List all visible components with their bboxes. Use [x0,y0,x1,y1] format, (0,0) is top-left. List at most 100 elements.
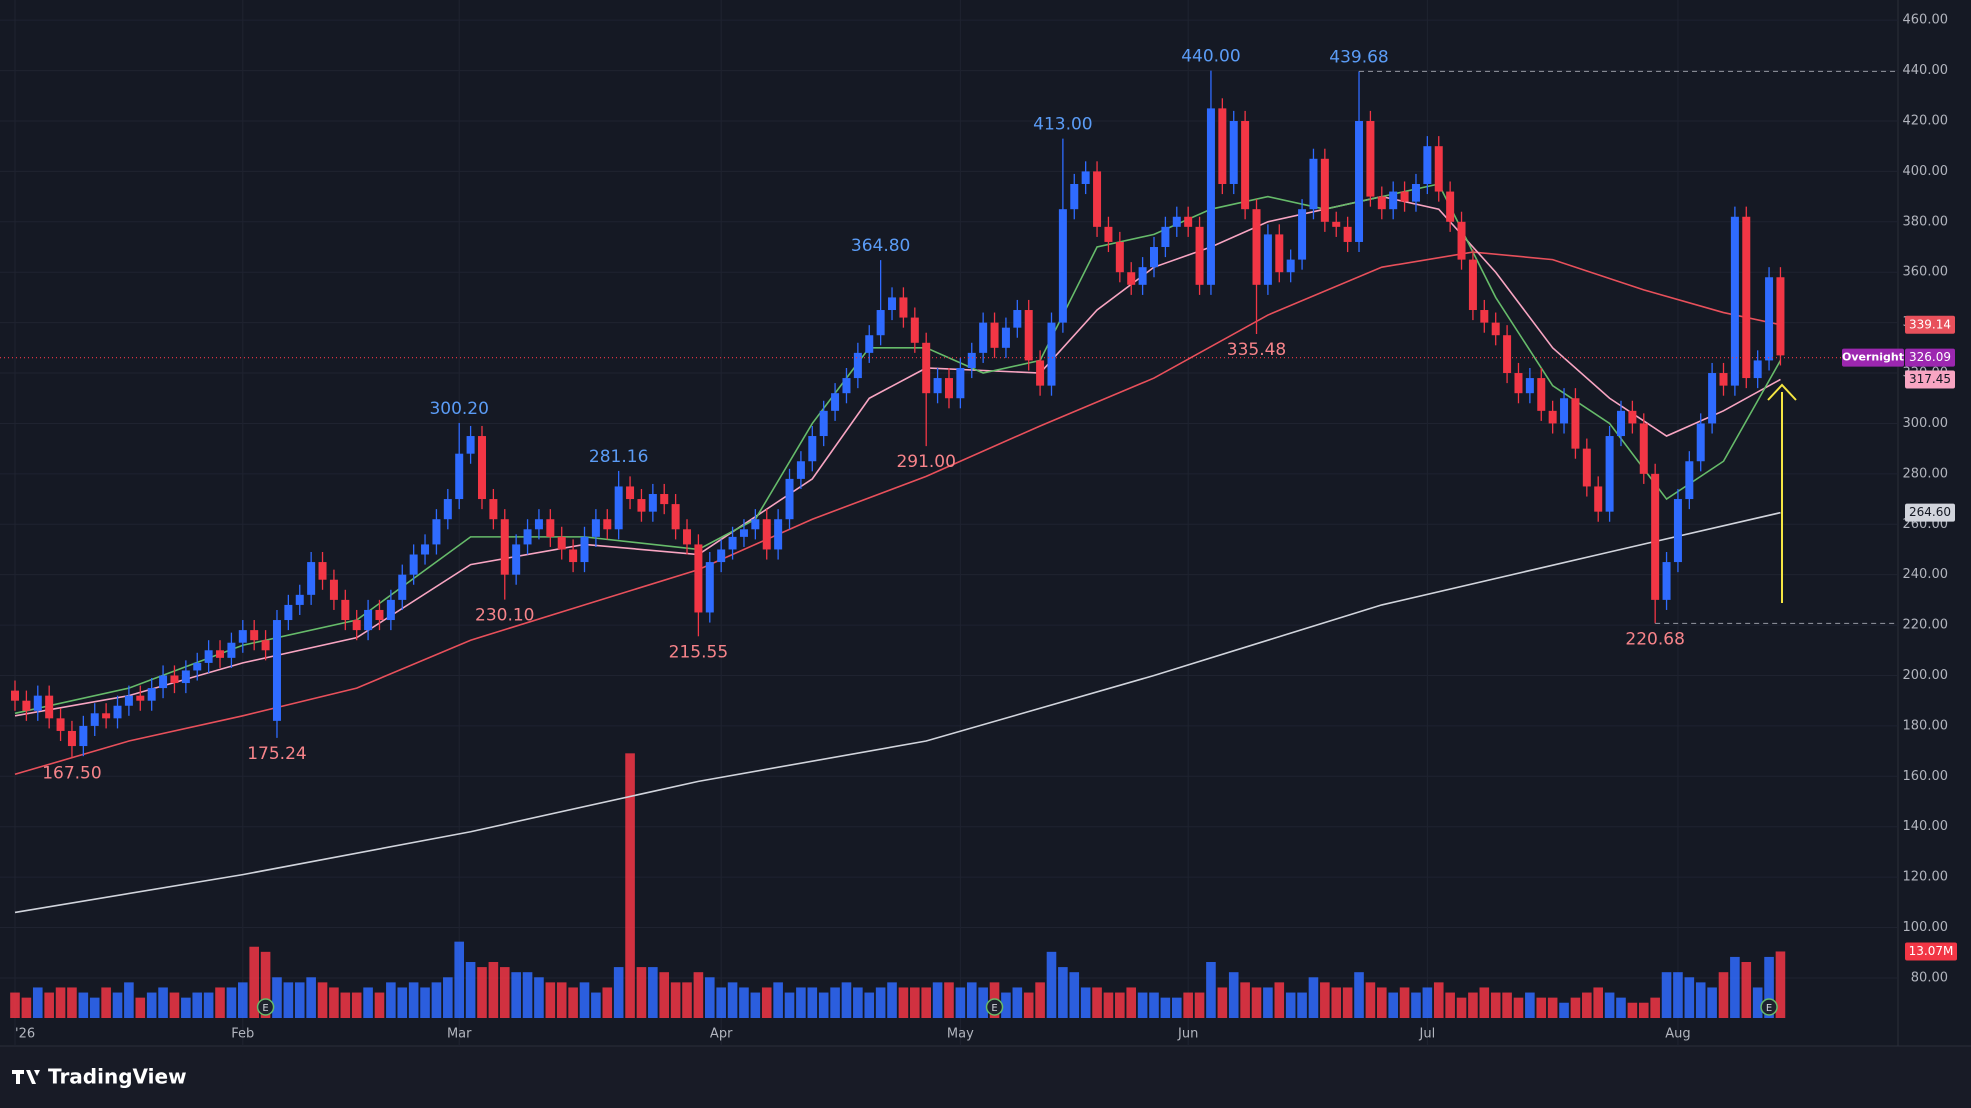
candle-body [842,378,851,394]
candle-body [90,713,99,726]
candle-body [1206,108,1215,285]
volume-bar [955,987,966,1018]
candle-body [1639,423,1648,474]
volume-bar [1194,992,1205,1018]
volume-bar [294,982,305,1018]
volume-bar [1752,987,1763,1018]
volume-bar [727,982,738,1018]
candle-body [888,297,897,311]
candle-body [534,519,543,530]
candle-body [705,562,714,613]
volume-bar [1342,987,1353,1018]
candle-body [1742,216,1751,379]
volume-bar [1228,972,1239,1018]
volume-bar [556,982,567,1018]
y-tick-label: 380.00 [1903,214,1949,229]
volume-bar [1673,972,1683,1018]
volume-bar [443,977,453,1018]
candle-body [683,529,692,545]
candle-body [1628,410,1637,424]
footer-bar [0,1046,1971,1108]
volume-bar [1183,992,1193,1018]
volume-bar [488,962,499,1018]
overlay: 80.00 100.00 120.00 140.00 160.00 180.00 200.0… [0,13,1957,1042]
volume-bar [431,982,442,1018]
candle-body [1377,196,1386,210]
low-label: 230.10 [475,606,534,626]
volume-bar [1069,972,1080,1018]
candle-body [227,642,236,658]
candle-body [1229,120,1238,184]
volume-bar [784,992,795,1018]
candle-body [1491,322,1500,336]
candle-body [1662,562,1671,600]
candle-body [204,650,213,663]
candle-body [421,544,430,555]
volume-bar [613,967,624,1018]
candle-body [341,599,350,621]
candle-body [1081,171,1090,184]
volume-bar [1058,967,1068,1018]
volume-bar [238,982,248,1018]
volume-bar [1764,956,1774,1018]
y-tick-label: 240.00 [1903,567,1949,582]
candle-body [1104,226,1113,242]
volume-bar [579,982,590,1018]
candle-body [717,549,726,563]
volume-bar [1285,992,1296,1018]
candle-body [102,713,111,719]
x-tick-label: Apr [710,1027,733,1042]
candle-body [22,700,31,711]
volume-bar [1638,1002,1649,1018]
volume-bar [1718,972,1729,1018]
series-tag-bg [1905,315,1955,334]
candle-body [523,529,532,545]
candle-body [1696,423,1705,462]
volume-bar [932,982,943,1018]
candle-body [364,609,373,631]
candle-body [546,519,555,537]
candle-body [614,486,623,530]
low-label: 335.48 [1227,340,1286,360]
volume-bar [966,982,977,1018]
plot [10,70,1786,1018]
candle-body [591,519,600,537]
volume-bar [374,992,385,1018]
volume-bar [1023,992,1034,1018]
volume-bar [1741,962,1752,1018]
high-label: 300.20 [429,399,488,419]
candle-body [1001,327,1010,348]
candle-body [489,499,498,520]
brand-logo [12,1070,40,1084]
candle-body [1366,120,1375,197]
candle-body [626,486,635,500]
x-tick-label: May [947,1027,974,1042]
candle-body [694,544,703,613]
y-tick-label: 400.00 [1903,164,1949,179]
price-tag: 326.09 [1909,350,1951,364]
candle-body [1605,436,1614,512]
candle-body [865,335,874,353]
candle-body [79,725,88,747]
moving-average [14,183,1782,715]
candle-body [1400,191,1409,202]
candle-body [1514,373,1523,394]
candle-body [671,504,680,530]
candle-body [1537,378,1546,411]
candle-body [1252,209,1261,285]
candle-body [1548,410,1557,424]
volume-bar [773,982,783,1018]
volume-bar [761,987,772,1018]
y-tick-label: 80.00 [1911,970,1948,985]
volume-bar [1012,987,1023,1018]
volume-bar [181,997,191,1018]
volume-bar [1137,992,1148,1018]
volume-bar [1399,987,1410,1018]
volume-bar [260,951,271,1018]
candle-body [318,562,327,580]
candle-body [284,604,293,621]
volume-bar [192,992,203,1018]
x-tick-label: Jun [1177,1027,1198,1042]
low-label: 291.00 [896,452,955,472]
